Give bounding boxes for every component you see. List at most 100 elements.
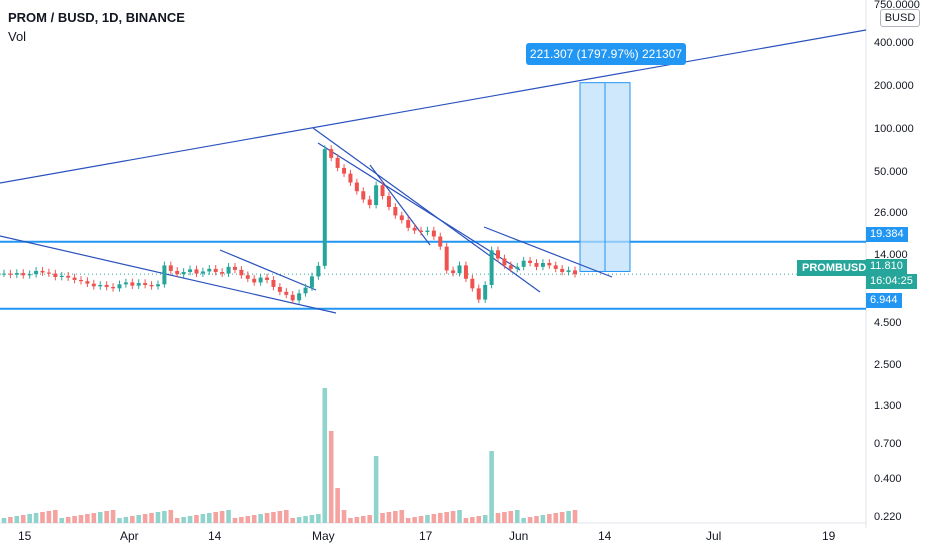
candle-body (463, 265, 468, 279)
volume-bar (91, 513, 97, 523)
candle-body (220, 271, 225, 274)
y-tick-label: 1.300 (874, 400, 902, 412)
trend-line (0, 235, 337, 314)
candle-body (540, 263, 545, 267)
candle-body (534, 263, 539, 267)
volume-bar (14, 516, 20, 523)
y-tick-label: 4.500 (874, 317, 902, 329)
measure-label: 221.307 (1797.97%) 221307 (526, 43, 686, 65)
candle-body (123, 282, 128, 285)
volume-bar (540, 515, 546, 523)
x-tick-label: 14 (598, 529, 612, 543)
volume-bar (393, 511, 398, 523)
candle-body (329, 149, 334, 158)
x-tick-label: 14 (208, 529, 222, 543)
volume-bar (130, 516, 135, 523)
trend-line (317, 142, 521, 271)
volume-bar (181, 517, 186, 523)
candle-body (85, 281, 90, 284)
volume-bar (553, 513, 559, 523)
candle-body (393, 206, 398, 216)
candle-body (528, 260, 533, 263)
candle-body (380, 185, 385, 197)
candle-body (483, 284, 488, 300)
candle-body (335, 157, 340, 168)
volume-bar (296, 517, 302, 523)
y-tick-label: 0.700 (874, 438, 902, 450)
volume-bar (373, 456, 379, 523)
candle-body (245, 275, 250, 279)
volume-bar (412, 517, 417, 523)
volume-bar (187, 516, 193, 523)
candle-body (419, 230, 424, 233)
volume-bar (470, 517, 475, 523)
volume-bar (405, 518, 411, 523)
volume-bar (572, 510, 578, 523)
volume-bar (399, 510, 405, 523)
volume-bar (431, 514, 437, 523)
volume-bar (110, 510, 116, 523)
y-tick-label: 26.000 (874, 207, 908, 219)
volume-bar (53, 510, 58, 523)
candle-body (104, 284, 109, 287)
volume-bar (303, 516, 308, 523)
candle-body (425, 230, 430, 233)
volume-bar (226, 510, 231, 523)
candle-body (348, 173, 353, 183)
candle-body (367, 199, 372, 206)
y-tick-label: 750.0000 (874, 0, 920, 11)
candle-body (130, 282, 135, 286)
volume-bar (78, 515, 84, 523)
volume-bar (290, 518, 296, 523)
volume-bar (40, 512, 45, 523)
x-tick-label: Jul (706, 529, 722, 543)
candle-body (265, 277, 270, 280)
currency-button[interactable]: BUSD (880, 9, 920, 27)
candle-body (14, 273, 19, 275)
volume-bar (283, 510, 289, 523)
y-tick-label: 2.500 (874, 359, 902, 371)
candle-body (277, 286, 282, 292)
candle-body (8, 273, 13, 275)
volume-bar (527, 517, 533, 523)
candle-body (226, 266, 231, 274)
candle-body (502, 258, 507, 266)
candle-body (98, 284, 103, 287)
volume-bar (508, 511, 514, 523)
candle-body (181, 271, 186, 275)
volume-bar (174, 518, 180, 523)
candle-body (470, 278, 475, 289)
volume-bar (27, 514, 32, 523)
volume-bar (136, 515, 142, 523)
candle-body (361, 191, 366, 200)
volume-bar (476, 516, 482, 523)
volume-bar (335, 488, 340, 523)
trend-line (219, 249, 317, 291)
volume-bar (360, 516, 366, 523)
y-tick-label: 400.000 (874, 37, 914, 49)
candle-body (59, 275, 64, 277)
volume-bar (566, 511, 571, 523)
volume-bar (450, 511, 456, 523)
candle-body (149, 284, 154, 287)
candle-body (284, 291, 289, 295)
volume-bar (354, 517, 360, 523)
trend-line (312, 127, 541, 293)
candle-body (200, 271, 205, 274)
volume-bar (367, 515, 372, 523)
volume-bar (316, 514, 321, 523)
candle-body (496, 250, 501, 259)
candle-body (297, 293, 302, 301)
candle-body (290, 294, 295, 301)
volume-bar (322, 388, 328, 523)
volume-bar (277, 511, 283, 523)
candle-body (444, 246, 449, 271)
candle-body (412, 227, 417, 231)
volume-bar (162, 511, 167, 523)
candle-body (386, 196, 391, 207)
candle-body (553, 265, 558, 269)
volume-bar (521, 518, 526, 523)
volume-bar (425, 515, 430, 523)
candle-body (111, 286, 116, 289)
